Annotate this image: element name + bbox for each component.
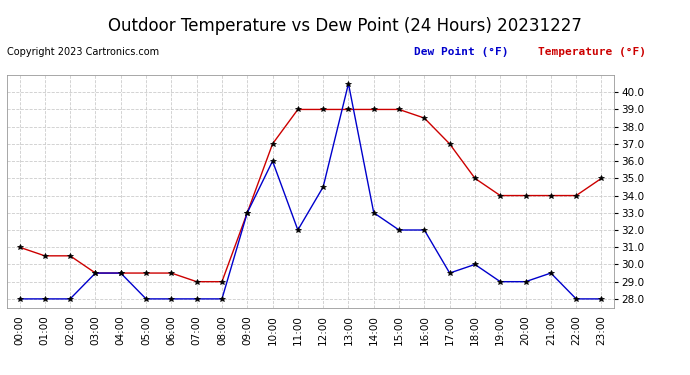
Text: Temperature (°F): Temperature (°F) (538, 47, 647, 57)
Text: Outdoor Temperature vs Dew Point (24 Hours) 20231227: Outdoor Temperature vs Dew Point (24 Hou… (108, 17, 582, 35)
Text: Copyright 2023 Cartronics.com: Copyright 2023 Cartronics.com (7, 47, 159, 57)
Text: Dew Point (°F): Dew Point (°F) (414, 47, 509, 57)
